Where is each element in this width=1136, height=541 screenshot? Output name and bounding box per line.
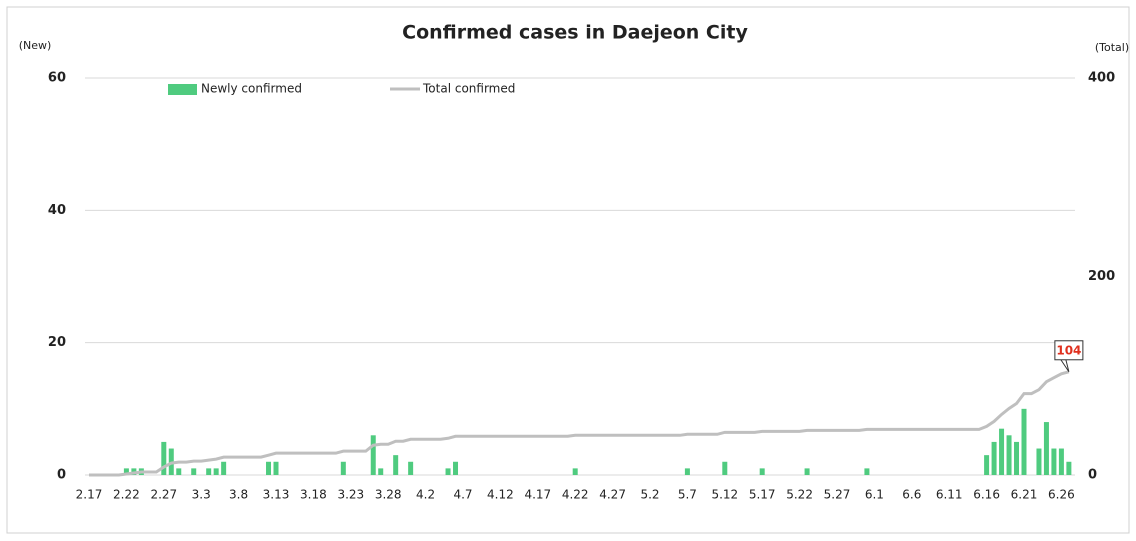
bar <box>393 455 399 475</box>
bar <box>722 461 728 475</box>
bar <box>1043 422 1049 475</box>
x-tick-label: 2.27 <box>150 488 177 502</box>
x-tick-label: 6.16 <box>973 488 1000 502</box>
chart-border <box>6 6 1130 534</box>
x-tick-label: 3.3 <box>192 488 211 502</box>
x-tick-label: 5.27 <box>824 488 851 502</box>
bar <box>445 468 451 475</box>
bar <box>684 468 690 475</box>
bar <box>221 461 227 475</box>
bar <box>191 468 197 475</box>
x-tick-label: 3.18 <box>300 488 327 502</box>
bar <box>991 441 997 475</box>
bar <box>759 468 765 475</box>
x-tick-label: 5.12 <box>711 488 738 502</box>
y2-tick-label: 400 <box>1088 71 1115 86</box>
bar <box>864 468 870 475</box>
x-tick-label: 6.6 <box>902 488 921 502</box>
x-tick-label: 4.2 <box>416 488 435 502</box>
y2-axis-label: (Total) <box>1095 41 1129 54</box>
y2-tick-label: 0 <box>1088 468 1097 483</box>
bar <box>1066 461 1072 475</box>
bar <box>213 468 219 475</box>
x-tick-label: 2.22 <box>113 488 140 502</box>
bar <box>804 468 810 475</box>
bar <box>999 428 1005 475</box>
bar <box>370 435 376 475</box>
x-tick-label: 2.17 <box>76 488 103 502</box>
x-tick-label: 4.27 <box>599 488 626 502</box>
bar <box>1014 441 1020 475</box>
x-tick-label: 6.26 <box>1048 488 1075 502</box>
bar <box>378 468 384 475</box>
x-tick-label: 5.2 <box>640 488 659 502</box>
y-tick-label: 20 <box>48 335 66 350</box>
bar <box>123 468 129 475</box>
x-tick-label: 3.23 <box>337 488 364 502</box>
y-tick-label: 0 <box>57 468 66 483</box>
bar <box>206 468 212 475</box>
data-label: 104 <box>1056 343 1081 357</box>
y-tick-label: 40 <box>48 203 66 218</box>
y-axis-label: (New) <box>19 39 52 52</box>
bar <box>984 455 990 475</box>
bar <box>340 461 346 475</box>
y-tick-label: 60 <box>48 71 66 86</box>
x-tick-label: 6.1 <box>865 488 884 502</box>
bar <box>572 468 578 475</box>
bar <box>1058 448 1064 475</box>
bar <box>408 461 414 475</box>
callout-box <box>1054 340 1084 361</box>
x-tick-label: 4.7 <box>453 488 472 502</box>
bar <box>176 468 182 475</box>
bar <box>273 461 279 475</box>
x-tick-label: 4.22 <box>562 488 589 502</box>
legend-swatch <box>168 84 197 95</box>
x-tick-label: 3.8 <box>229 488 248 502</box>
bar <box>1006 435 1012 475</box>
bar <box>1051 448 1057 475</box>
legend-label: Newly confirmed <box>201 82 302 96</box>
line <box>89 370 1070 477</box>
bar <box>161 441 167 475</box>
x-tick-label: 3.13 <box>263 488 290 502</box>
bar <box>266 461 272 475</box>
legend-label: Total confirmed <box>422 82 515 96</box>
x-tick-label: 6.21 <box>1011 488 1038 502</box>
x-tick-label: 5.17 <box>749 488 776 502</box>
bar <box>453 461 459 475</box>
callout-pointer <box>1060 359 1070 373</box>
y2-tick-label: 200 <box>1088 269 1115 284</box>
x-tick-label: 5.7 <box>678 488 697 502</box>
x-tick-label: 4.17 <box>524 488 551 502</box>
chart-title: Confirmed cases in Daejeon City <box>402 22 748 44</box>
x-tick-label: 4.12 <box>487 488 514 502</box>
x-tick-label: 3.28 <box>375 488 402 502</box>
bar <box>1036 448 1042 475</box>
bar <box>1021 408 1027 475</box>
x-tick-label: 6.11 <box>936 488 963 502</box>
x-tick-label: 5.22 <box>786 488 813 502</box>
